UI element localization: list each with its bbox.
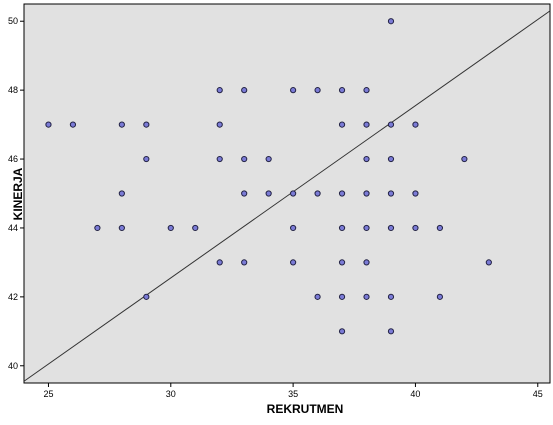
data-point [387, 155, 395, 163]
data-point [436, 293, 444, 300]
data-point [69, 121, 77, 128]
data-point [363, 121, 370, 128]
data-point [241, 190, 248, 197]
data-point [143, 293, 150, 300]
data-point [314, 87, 321, 94]
data-point [314, 190, 321, 197]
data-point [290, 224, 297, 232]
data-point [338, 259, 346, 266]
data-point [412, 190, 419, 197]
data-point [118, 190, 125, 197]
data-point [363, 155, 370, 163]
data-point [118, 121, 125, 128]
data-point [265, 155, 272, 163]
x-tick-label: 25 [43, 389, 53, 399]
data-point [290, 87, 297, 94]
data-point [338, 121, 346, 128]
data-point [387, 121, 395, 128]
y-tick-label: 50 [8, 16, 18, 26]
data-point [241, 87, 248, 94]
x-tick-label: 45 [533, 389, 543, 399]
data-point [387, 293, 395, 300]
data-point [363, 224, 370, 232]
data-point [290, 259, 297, 266]
y-tick-label: 42 [8, 292, 18, 302]
data-point [412, 121, 419, 128]
reference-line [23, 10, 551, 382]
data-point [387, 224, 395, 232]
y-axis-title: KINERJA [11, 167, 25, 220]
data-point [338, 190, 346, 197]
data-point [363, 293, 370, 300]
x-tick-label: 30 [166, 389, 176, 399]
data-point [45, 121, 52, 128]
data-point [241, 155, 248, 163]
y-tick-label: 40 [8, 361, 18, 371]
data-point [241, 259, 248, 266]
data-point [363, 87, 370, 94]
data-point [216, 121, 223, 128]
data-point [314, 293, 321, 300]
data-point [143, 155, 150, 163]
y-tick-label: 44 [8, 223, 18, 233]
data-point [387, 18, 395, 25]
data-point [338, 328, 346, 335]
data-point [338, 224, 346, 232]
data-point [363, 190, 370, 197]
data-point [461, 155, 468, 163]
data-point [94, 224, 101, 232]
y-tick-label: 46 [8, 154, 18, 164]
data-point [338, 293, 346, 300]
data-point [387, 328, 395, 335]
data-point [290, 190, 297, 197]
data-point [143, 121, 150, 128]
data-point [338, 87, 346, 94]
data-point [436, 224, 444, 232]
data-point [363, 259, 370, 266]
data-point [216, 155, 223, 163]
data-point [216, 87, 223, 94]
data-point [192, 224, 199, 232]
x-axis-title: REKRUTMEN [267, 402, 344, 416]
data-point [265, 190, 272, 197]
data-point [118, 224, 125, 232]
x-tick-label: 35 [288, 389, 298, 399]
data-point [387, 190, 395, 197]
data-point [167, 224, 174, 232]
data-point [485, 259, 492, 266]
y-tick-label: 48 [8, 85, 18, 95]
x-tick-label: 40 [410, 389, 420, 399]
data-point [412, 224, 419, 232]
data-point [216, 259, 223, 266]
